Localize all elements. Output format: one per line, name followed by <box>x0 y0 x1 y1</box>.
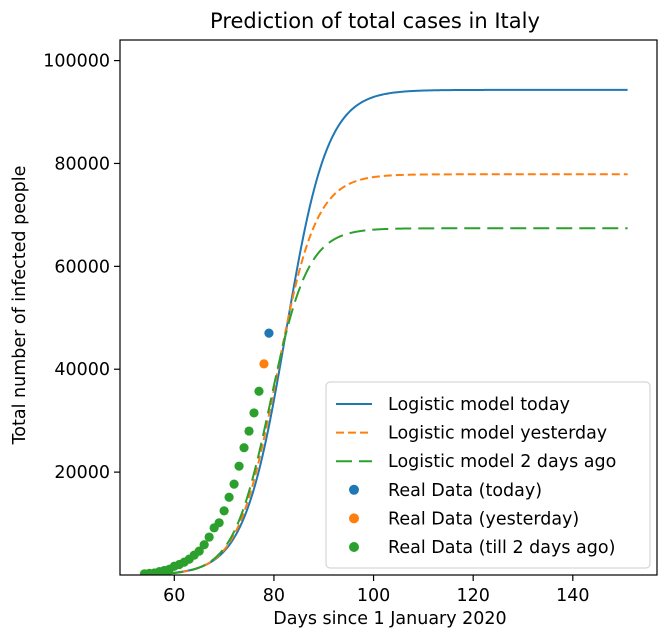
legend-label: Real Data (today) <box>388 481 542 501</box>
data-point <box>259 359 269 369</box>
x-tick-label: 140 <box>556 586 589 606</box>
legend-swatch-marker <box>349 484 359 495</box>
legend-swatch-marker <box>349 542 359 552</box>
data-point <box>219 506 229 516</box>
axis-ticks: 60 80 100 120 140 20000 40000 60000 80000 100000 <box>43 52 589 606</box>
x-tick-label: 60 <box>163 586 185 606</box>
y-tick-label: 40000 <box>54 360 110 380</box>
data-point <box>199 540 209 550</box>
legend-swatch-marker <box>349 513 359 524</box>
data-point <box>224 492 234 502</box>
axes-frame <box>119 39 658 576</box>
series-line-2 <box>144 173 628 575</box>
y-tick-label: 80000 <box>54 154 110 174</box>
legend-label: Logistic model 2 days ago <box>388 452 616 472</box>
data-point <box>214 518 224 528</box>
legend: Logistic model today Logistic model yeste… <box>325 381 651 569</box>
data-point <box>264 328 274 338</box>
data-point <box>194 546 204 556</box>
legend-label: Logistic model today <box>388 395 570 415</box>
y-axis-label: Total number of infected people <box>10 166 30 446</box>
legend-box <box>325 381 651 569</box>
series-line-3 <box>144 227 628 575</box>
data-point <box>244 426 254 436</box>
data-point <box>249 408 259 418</box>
data-point <box>239 443 249 453</box>
x-tick-label: 80 <box>263 586 285 606</box>
plot-area <box>139 88 628 575</box>
data-point <box>229 479 239 489</box>
chart-title: Prediction of total cases in Italy <box>210 9 540 33</box>
legend-label: Logistic model yesterday <box>388 424 607 444</box>
data-point <box>234 461 244 471</box>
legend-label: Real Data (till 2 days ago) <box>388 538 615 558</box>
data-point <box>254 386 264 396</box>
data-point <box>204 532 214 542</box>
x-tick-label: 100 <box>357 586 390 606</box>
x-tick-label: 120 <box>456 586 489 606</box>
y-tick-label: 20000 <box>54 463 110 483</box>
y-tick-label: 60000 <box>54 257 110 277</box>
legend-label: Real Data (yesterday) <box>388 509 579 529</box>
x-axis-label: Days since 1 January 2020 <box>273 609 506 629</box>
y-tick-label: 100000 <box>43 52 110 72</box>
